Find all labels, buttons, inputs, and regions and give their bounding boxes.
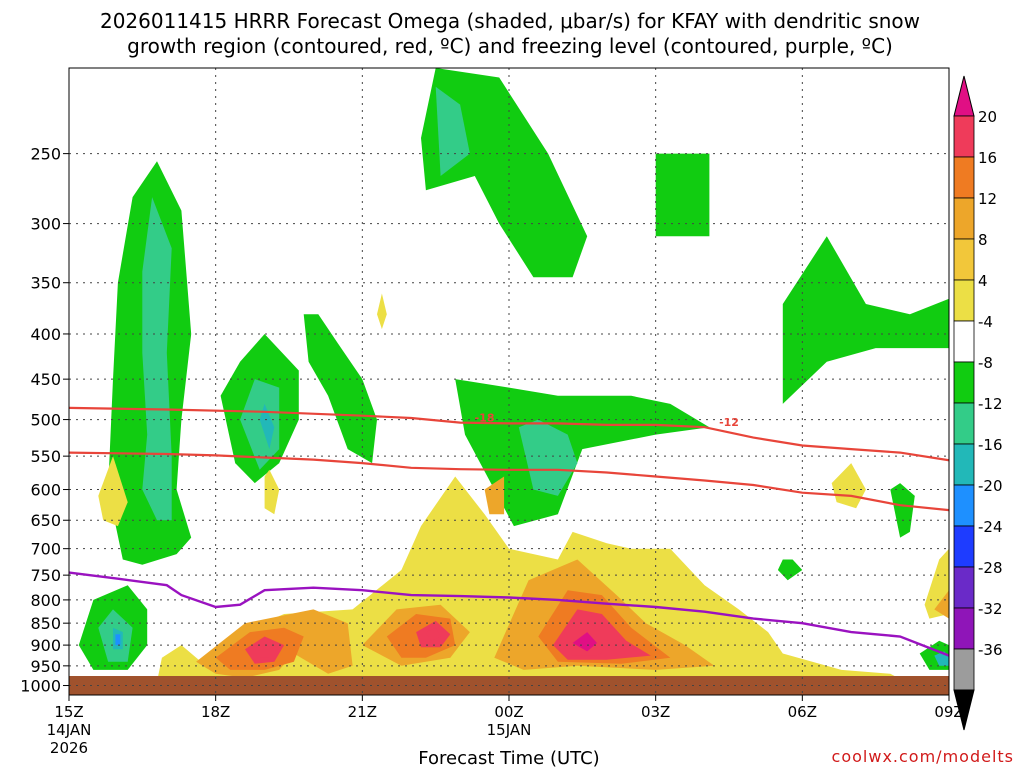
y-tick-label: 950	[30, 657, 61, 676]
colorbar-swatch	[953, 279, 975, 322]
colorbar-swatch	[953, 566, 975, 609]
y-tick-label: 550	[30, 447, 61, 466]
colorbar-swatch	[953, 320, 975, 363]
colorbar-swatch	[953, 238, 975, 281]
colorbar-tick-label: -8	[978, 354, 993, 372]
dgz-contour-label: -18	[475, 411, 495, 424]
credit-text: coolwx.com/modelts	[832, 747, 1014, 766]
omega-region-14	[98, 456, 128, 527]
y-tick-label: 850	[30, 614, 61, 633]
colorbar-tick-label: -32	[978, 600, 1003, 618]
x-tick-label: 09Z	[934, 703, 963, 721]
colorbar-tick-label: -36	[978, 641, 1003, 659]
y-tick-label: 1000	[20, 677, 61, 696]
omega-shaded-regions	[78, 68, 949, 690]
omega-region-36	[425, 627, 441, 641]
x-tick-label: 21Z	[348, 703, 377, 721]
colorbar-swatch	[953, 197, 975, 240]
colorbar-swatch	[953, 484, 975, 527]
omega-region-39	[115, 634, 121, 646]
y-tick-label: 300	[30, 215, 61, 234]
colorbar-swatch	[953, 402, 975, 445]
colorbar-tick-label: -16	[978, 436, 1003, 454]
y-axis-ticks: 250 300 350 400 450 500 550 600 650 700 750 800 850 9…	[20, 145, 69, 696]
omega-region-1	[142, 197, 172, 521]
y-tick-label: 450	[30, 370, 61, 389]
omega-region-35	[254, 643, 275, 658]
y-tick-label: 500	[30, 411, 61, 430]
y-tick-label: 750	[30, 566, 61, 585]
omega-region-16	[377, 293, 387, 330]
y-tick-label: 650	[30, 511, 61, 530]
omega-region-38	[572, 632, 597, 652]
colorbar-tick-label: 20	[978, 108, 997, 126]
x-tick-label: 03Z	[641, 703, 670, 721]
colorbar-tick-label: -24	[978, 518, 1003, 536]
y-tick-label: 350	[30, 274, 61, 293]
y-tick-label: 400	[30, 325, 61, 344]
omega-region-4	[259, 403, 275, 450]
colorbar-swatch	[953, 443, 975, 486]
freezing-level-contour	[69, 571, 949, 657]
omega-region-15	[264, 469, 280, 515]
y-tick-label: 250	[30, 145, 61, 164]
colorbar-tick-label: -4	[978, 313, 993, 331]
colorbar-tick-label: -28	[978, 559, 1003, 577]
chart-title-line-1: 2026011415 HRRR Forecast Omega (shaded, …	[100, 9, 920, 33]
x-sub-label: 2026	[50, 739, 88, 757]
x-tick-label: 15Z	[54, 703, 83, 721]
colorbar-tick-label: 8	[978, 231, 988, 249]
y-tick-label: 800	[30, 591, 61, 610]
colorbar-top-arrow	[953, 75, 975, 117]
chart-title-line-2: growth region (contoured, red, ºC) and f…	[127, 34, 893, 58]
x-tick-label: 00Z	[494, 703, 523, 721]
colorbar: 20 16 12 8 4 -4 -8 -12 -16 -20 -24 -28 -32 -36	[953, 75, 1003, 731]
colorbar-swatch	[953, 525, 975, 568]
dgz-contour-0	[69, 406, 949, 462]
omega-region-17	[831, 463, 866, 509]
plot-area: -18 -12	[68, 67, 950, 696]
omega-region-5	[303, 314, 377, 464]
omega-region-27	[484, 476, 505, 515]
colorbar-tick-label: -20	[978, 477, 1003, 495]
colorbar-swatch	[953, 156, 975, 199]
omega-region-28	[934, 590, 949, 619]
colorbar-swatch	[953, 115, 975, 158]
y-tick-label: 600	[30, 481, 61, 500]
omega-region-9	[518, 419, 578, 496]
dgz-contour-1	[69, 451, 949, 512]
colorbar-tick-label: 16	[978, 149, 997, 167]
y-tick-label: 900	[30, 636, 61, 655]
colorbar-tick-label: 12	[978, 190, 997, 208]
x-tick-label: 06Z	[788, 703, 817, 721]
x-axis-label: Forecast Time (UTC)	[418, 748, 599, 768]
colorbar-tick-label: -12	[978, 395, 1003, 413]
x-sub-label: 15JAN	[487, 721, 532, 739]
omega-region-13	[777, 559, 803, 581]
omega-region-12	[890, 483, 915, 538]
x-tick-label: 18Z	[201, 703, 230, 721]
colorbar-swatch	[953, 607, 975, 650]
omega-region-10	[655, 153, 710, 237]
colorbar-bottom-arrow	[953, 689, 975, 731]
x-sub-label: 14JAN	[47, 721, 92, 739]
colorbar-swatch	[953, 361, 975, 404]
colorbar-tick-label: 4	[978, 272, 988, 290]
dgz-contour-label: -12	[719, 416, 739, 429]
y-tick-label: 700	[30, 540, 61, 559]
colorbar-swatch	[953, 648, 975, 691]
omega-region-11	[782, 236, 949, 404]
contour-lines: -18 -12	[69, 406, 949, 657]
